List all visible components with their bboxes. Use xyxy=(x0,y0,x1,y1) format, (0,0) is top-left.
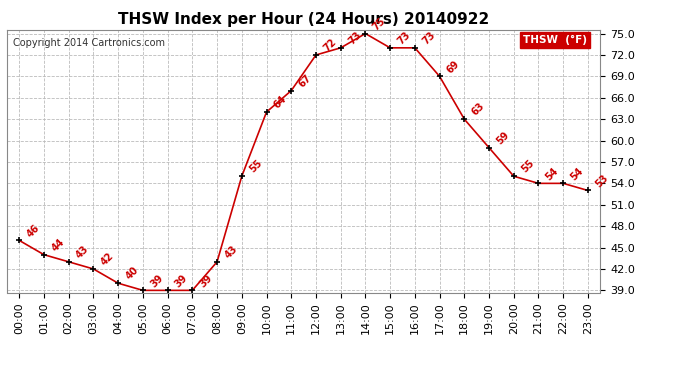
Text: THSW  (°F): THSW (°F) xyxy=(523,35,587,45)
Text: 63: 63 xyxy=(470,101,486,118)
Text: 39: 39 xyxy=(148,272,165,289)
Text: 40: 40 xyxy=(124,265,140,282)
Text: 39: 39 xyxy=(173,272,190,289)
Text: 55: 55 xyxy=(520,158,536,175)
Text: 44: 44 xyxy=(50,237,66,253)
Text: 42: 42 xyxy=(99,251,116,268)
Text: 55: 55 xyxy=(247,158,264,175)
Text: 73: 73 xyxy=(420,30,437,46)
Text: 73: 73 xyxy=(395,30,413,46)
Text: 59: 59 xyxy=(495,130,511,146)
Text: 67: 67 xyxy=(297,73,313,89)
Text: 39: 39 xyxy=(198,272,215,289)
Text: Copyright 2014 Cartronics.com: Copyright 2014 Cartronics.com xyxy=(13,38,165,48)
Text: 46: 46 xyxy=(25,222,41,239)
Text: 54: 54 xyxy=(544,165,561,182)
Text: 69: 69 xyxy=(445,58,462,75)
Text: 43: 43 xyxy=(223,244,239,261)
Text: 64: 64 xyxy=(272,94,288,111)
Title: THSW Index per Hour (24 Hours) 20140922: THSW Index per Hour (24 Hours) 20140922 xyxy=(118,12,489,27)
Text: 43: 43 xyxy=(75,244,91,261)
Text: 75: 75 xyxy=(371,15,388,32)
Text: 72: 72 xyxy=(322,37,338,54)
Text: 54: 54 xyxy=(569,165,585,182)
Text: 73: 73 xyxy=(346,30,363,46)
Text: 53: 53 xyxy=(593,172,610,189)
